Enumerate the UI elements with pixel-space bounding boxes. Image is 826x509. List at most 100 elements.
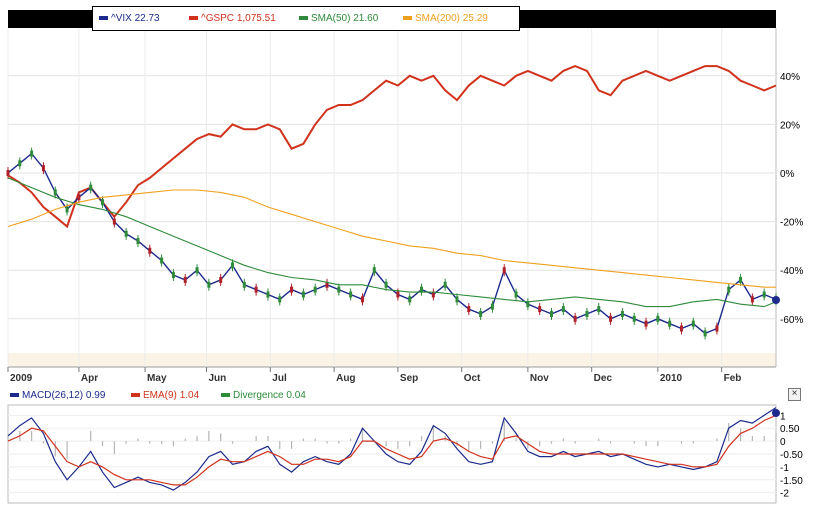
x-tick-label: May (147, 373, 167, 384)
legend-vix: ^VIX 22.73 (99, 13, 160, 24)
vix-candle-body (502, 267, 506, 274)
volume-band (8, 353, 776, 367)
vix-candle-body (171, 272, 175, 279)
x-tick-label: Nov (530, 373, 549, 384)
macd-legend-ema-swatch (131, 393, 140, 398)
legend-sma200: SMA(200) 25.29 (403, 13, 488, 24)
vix-candle-body (183, 276, 187, 283)
legend-box: ^VIX 22.73 ^GSPC 1,075.51 SMA(50) 21.60 … (92, 6, 520, 31)
macd-y-tick-label: -0.50 (780, 450, 803, 461)
vix-candle-body (597, 306, 601, 313)
vix-candle-body (727, 286, 731, 293)
vix-candle-body (561, 306, 565, 313)
macd-legend-ema-value: 1.04 (179, 390, 200, 401)
legend-sma200-label: SMA(200) (415, 13, 461, 24)
macd-legend-ema: EMA(9) 1.04 (131, 390, 199, 401)
series-line-macd2612 (7, 407, 777, 491)
macd-y-tick-label: -2 (780, 489, 789, 500)
series-line-vix (7, 152, 777, 335)
series-line-gspc (7, 65, 777, 229)
vix-candle-body (526, 301, 530, 308)
main-y-tick-label: -20% (780, 218, 803, 229)
vix-candle-body (762, 291, 766, 298)
vix-candle-body (443, 281, 447, 288)
vix-candle-body (207, 281, 211, 288)
vix-candle-body (431, 291, 435, 298)
x-tick-label: Dec (594, 373, 613, 384)
main-last-point-marker (772, 296, 780, 304)
vix-candle-body (278, 296, 282, 303)
vix-candle-body (538, 306, 542, 313)
vix-candle-body (632, 315, 636, 322)
macd-legend-divergence-label: Divergence (233, 390, 284, 401)
vix-candle-body (349, 291, 353, 298)
main-y-tick-label: -40% (780, 266, 803, 277)
legend-sma200-swatch (403, 16, 412, 21)
vix-candle-body (160, 257, 164, 264)
legend-sma50: SMA(50) 21.60 (299, 13, 378, 24)
vix-candle-body (266, 291, 270, 298)
macd-last-point-marker (772, 409, 780, 417)
vix-candle-body (77, 194, 81, 201)
legend-gspc-swatch (189, 16, 198, 21)
macd-y-tick-label: 0 (780, 437, 786, 448)
main-y-tick-label: 0% (780, 169, 795, 180)
vix-candle-body (715, 325, 719, 332)
vix-candle-body (609, 315, 613, 322)
vix-candle-body (290, 286, 294, 293)
legend-sma50-label: SMA(50) (311, 13, 351, 24)
vix-candle-body (420, 286, 424, 293)
vix-candle-body (230, 262, 234, 269)
vix-candle-body (668, 320, 672, 327)
x-tick-label: Sep (400, 373, 418, 384)
macd-y-tick-label: 0.50 (780, 424, 800, 435)
vix-candle-body (360, 296, 364, 303)
vix-candle-body (136, 238, 140, 245)
vix-candle-body (455, 296, 459, 303)
vix-candle-body (396, 291, 400, 298)
x-tick-label: Oct (464, 373, 481, 384)
vix-candle-body (585, 310, 589, 317)
main-y-tick-label: 40% (780, 72, 800, 83)
vix-candle-body (384, 281, 388, 288)
legend-vix-label: ^VIX (111, 13, 132, 24)
macd-legend-macd-value: 0.99 (85, 390, 106, 401)
x-tick-label: Jul (272, 373, 287, 384)
vix-candle-body (479, 310, 483, 317)
x-tick-label: Apr (81, 373, 98, 384)
vix-candle-body (313, 286, 317, 293)
x-tick-label: Jun (208, 373, 226, 384)
legend-sma50-value: 21.60 (353, 13, 379, 24)
vix-candle-body (65, 206, 69, 213)
macd-y-tick-label: -1.50 (780, 476, 803, 487)
macd-legend-divergence-value: 0.04 (286, 390, 306, 401)
close-macd-button[interactable]: × (788, 388, 801, 401)
x-tick-label: Aug (336, 373, 355, 384)
legend-gspc-value: 1,075.51 (236, 13, 276, 24)
macd-legend-ema-label: EMA(9) (143, 390, 177, 401)
vix-candle-body (573, 315, 577, 322)
vix-candle-body (691, 320, 695, 327)
vix-candle-body (337, 286, 341, 293)
vix-candle-body (703, 330, 707, 337)
vix-candle-body (656, 315, 660, 322)
vix-candle-body (219, 276, 223, 283)
x-tick-label: 2010 (660, 373, 683, 384)
vix-candle-body (112, 218, 116, 225)
vix-candle-body (620, 310, 624, 317)
vix-candle-body (101, 199, 105, 206)
macd-legend-divergence: Divergence 0.04 (221, 390, 306, 401)
vix-candle-body (408, 296, 412, 303)
macd-legend-macd: MACD(26,12) 0.99 (10, 390, 105, 401)
vix-candle-body (18, 160, 22, 167)
vix-candle-body (30, 150, 34, 157)
vix-candle-body (679, 325, 683, 332)
vix-candle-body (644, 320, 648, 327)
vix-candle-body (195, 267, 199, 274)
vix-candle-body (550, 310, 554, 317)
vix-candle-body (254, 286, 258, 293)
macd-y-tick-label: -1 (780, 463, 789, 474)
x-tick-label: Feb (724, 373, 742, 384)
vix-candle-body (41, 165, 45, 172)
